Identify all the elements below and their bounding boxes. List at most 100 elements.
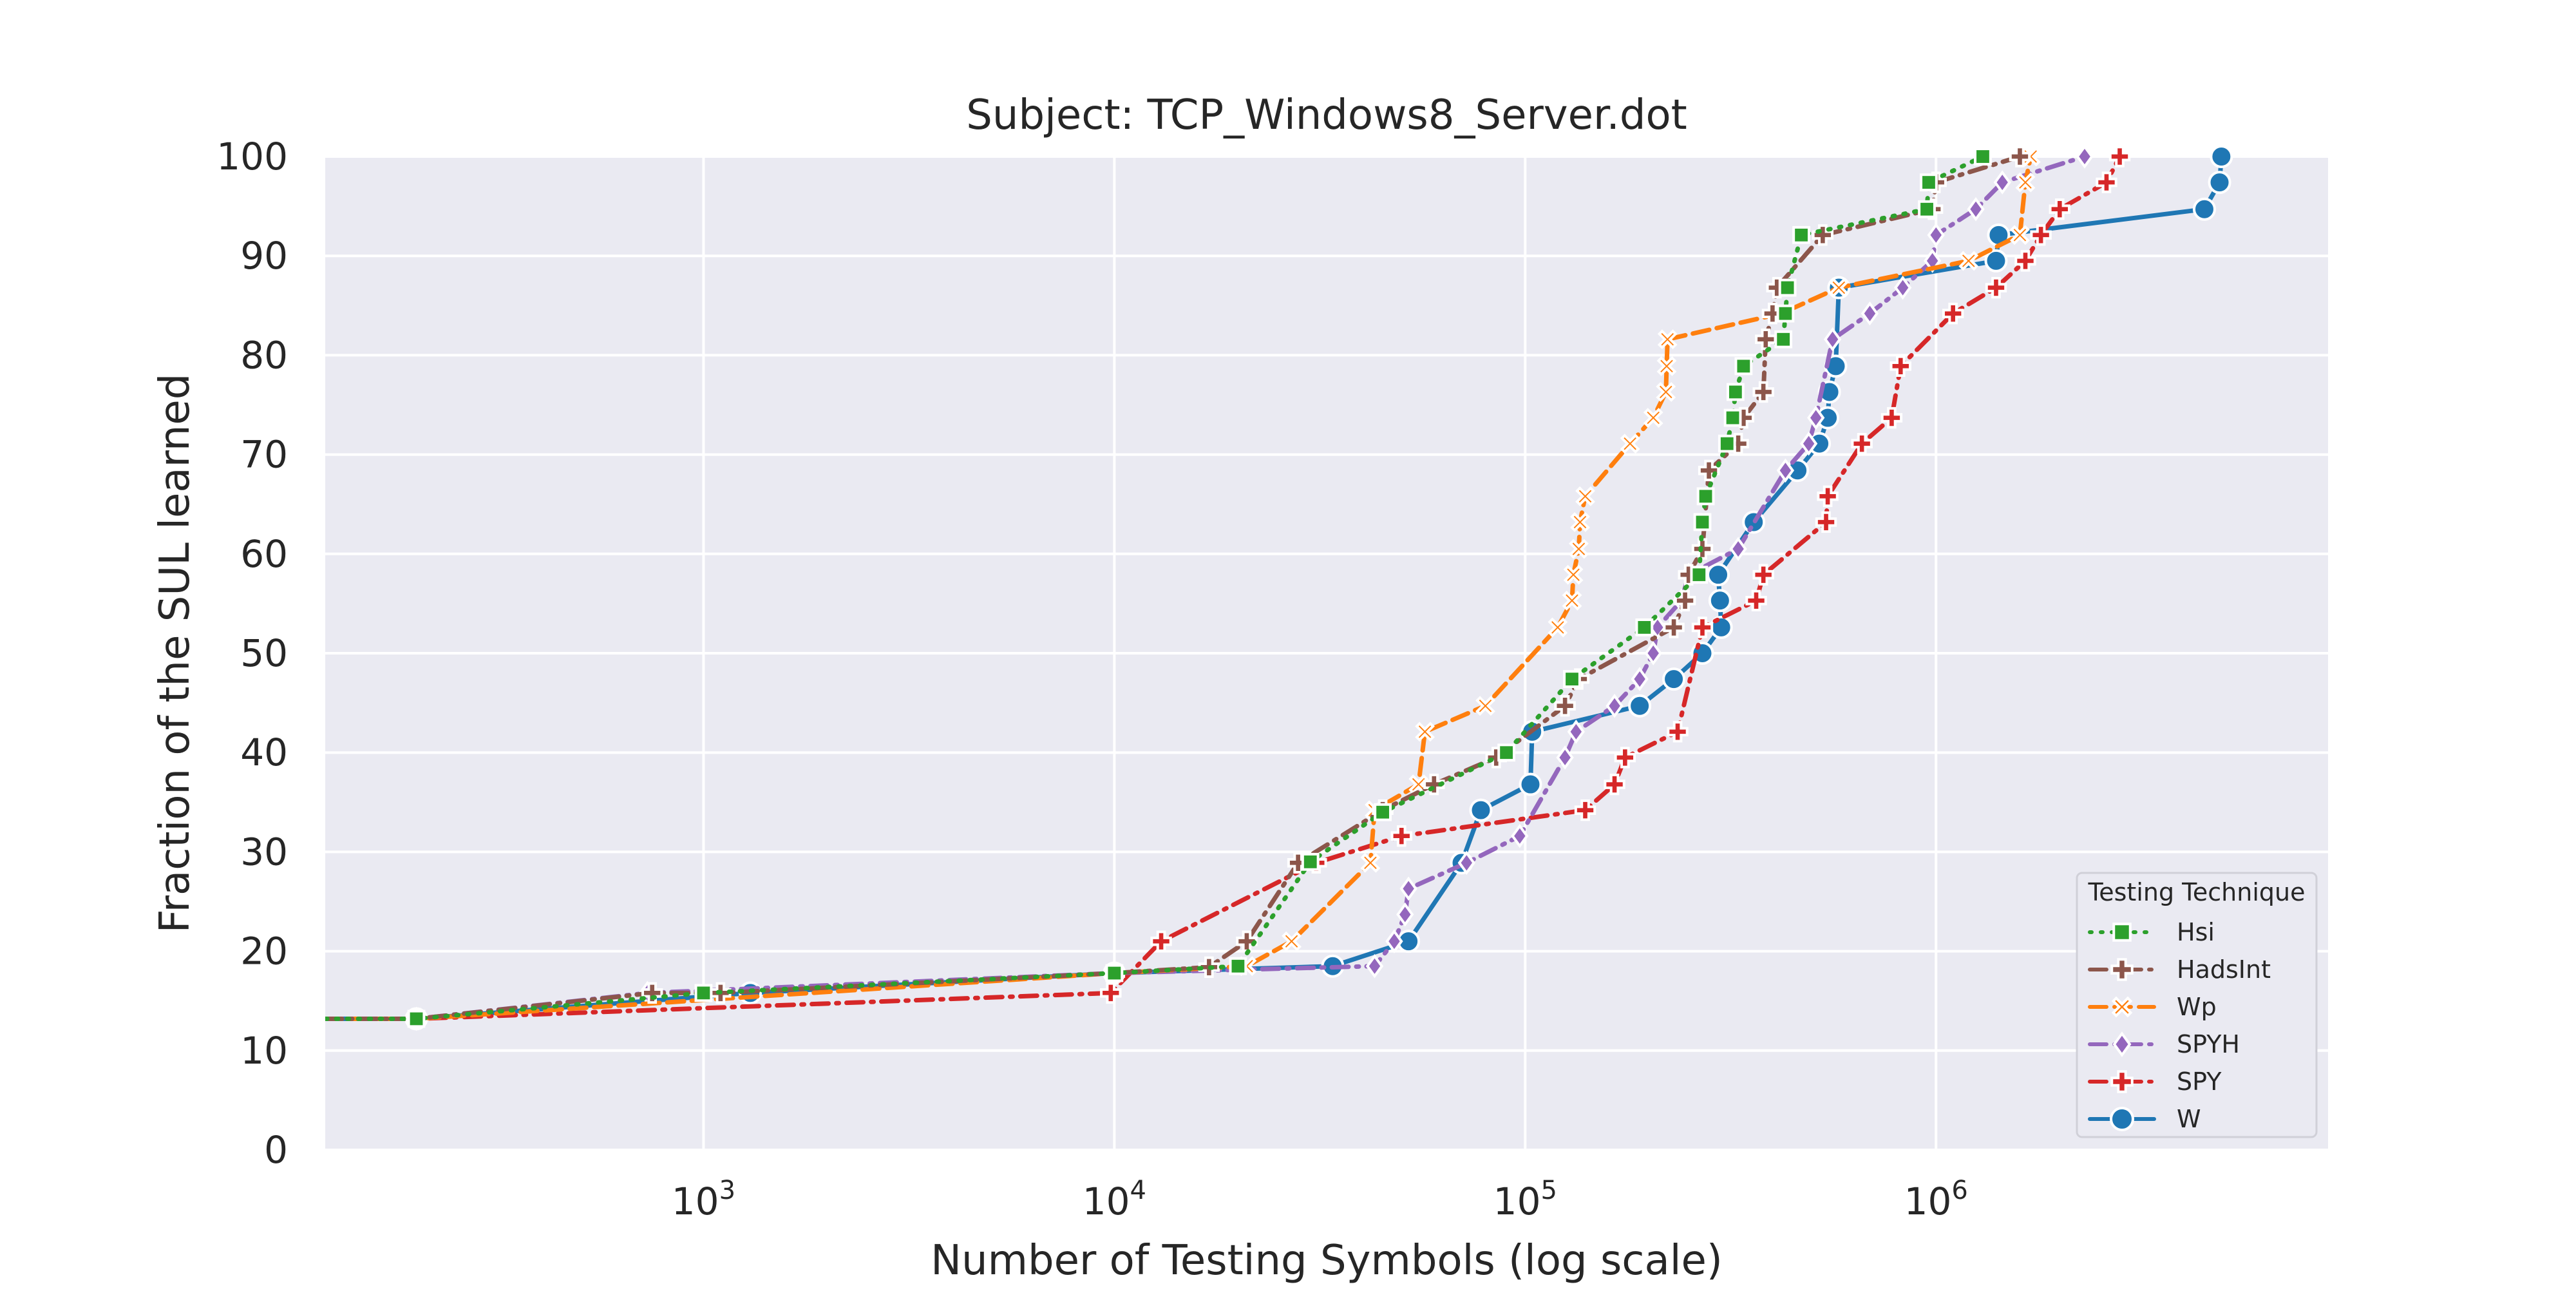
data-point [407, 1009, 426, 1028]
data-point [1415, 722, 1435, 742]
data-point [1497, 743, 1516, 762]
data-point [1469, 798, 1493, 822]
data-point [2030, 224, 2052, 246]
data-point [1667, 721, 1689, 743]
data-point [1656, 356, 1677, 376]
y-tick-label: 50 [240, 631, 288, 675]
data-point [1643, 408, 1663, 428]
legend-entry: SPYH [2088, 1030, 2240, 1058]
data-point [1575, 486, 1595, 506]
data-point [1984, 249, 2008, 273]
data-point [1985, 276, 2007, 299]
legend-marker [2110, 1107, 2134, 1131]
data-point [2108, 146, 2131, 167]
data-point [641, 982, 663, 1004]
data-point [1920, 173, 1938, 191]
data-point [1423, 773, 1445, 796]
y-axis-ticks: 0 10 20 30 40 50 60 70 80 90 100 [216, 135, 288, 1172]
legend-marker [2112, 1031, 2132, 1057]
data-point [2015, 172, 2036, 193]
data-point [1698, 459, 1720, 481]
data-point [1605, 693, 1624, 718]
data-point [1817, 485, 1839, 508]
data-point [1812, 224, 1834, 246]
data-point [1691, 617, 1714, 638]
data-point [1562, 590, 1582, 611]
legend-label: SPYH [2177, 1030, 2240, 1058]
data-point [1614, 747, 1636, 769]
data-point [1761, 302, 1784, 325]
series-line [325, 154, 2224, 1021]
data-point [1778, 278, 1797, 297]
data-point [1556, 745, 1574, 770]
data-point [1774, 330, 1793, 349]
data-point [1729, 537, 1747, 561]
legend-entry: HadsInt [2088, 955, 2271, 984]
data-point [1374, 803, 1392, 821]
data-point [1563, 670, 1581, 688]
data-point [1792, 225, 1810, 244]
data-point [2192, 197, 2216, 221]
data-point [1282, 931, 1302, 952]
legend: Testing Technique Hsi HadsInt Wp SPYH SPY W [2076, 872, 2318, 1138]
data-point [1574, 799, 1596, 821]
data-point [1851, 432, 1873, 455]
grid [325, 155, 2328, 1151]
data-point [1718, 434, 1736, 453]
data-point [1657, 329, 1678, 350]
data-point [1927, 223, 1945, 247]
data-point [1690, 566, 1709, 584]
series-hsi [325, 148, 1992, 1028]
data-point [1696, 487, 1715, 506]
data-point [2014, 250, 2036, 272]
legend-label: W [2177, 1105, 2201, 1133]
legend-entry: Hsi [2088, 918, 2215, 946]
data-point [2208, 171, 2231, 195]
data-point [1628, 694, 1652, 718]
x-tick-label: 103 [672, 1176, 735, 1223]
legend-label: Wp [2177, 993, 2217, 1021]
data-point [1776, 304, 1795, 323]
data-point [1723, 408, 1742, 427]
data-point [1399, 876, 1417, 901]
y-tick-label: 90 [240, 234, 288, 278]
data-point [1942, 302, 1964, 325]
data-point [1519, 772, 1542, 796]
data-point [1726, 383, 1745, 401]
data-point [1105, 964, 1124, 982]
legend-title: Testing Technique [2087, 878, 2305, 906]
legend-label: SPY [2177, 1067, 2222, 1096]
data-point [1644, 641, 1662, 665]
data-point [1893, 275, 1912, 300]
data-point [1150, 930, 1172, 952]
y-tick-label: 10 [240, 1029, 288, 1073]
data-point [1620, 434, 1640, 454]
data-point [1100, 982, 1122, 1004]
data-point [1776, 458, 1795, 483]
data-point [2049, 198, 2070, 220]
data-point [1662, 667, 1686, 691]
data-point [1752, 564, 1774, 586]
x-axis-ticks: 103 104 105 106 [672, 1176, 1968, 1223]
data-point [1631, 667, 1649, 691]
y-tick-label: 40 [240, 731, 288, 774]
data-point [1569, 539, 1589, 559]
data-point [1570, 512, 1590, 532]
data-point [1656, 382, 1676, 402]
data-point [1752, 381, 1774, 403]
legend-box [2076, 872, 2318, 1138]
data-point [1554, 695, 1576, 717]
legend-marker [2112, 923, 2132, 942]
y-axis-label: Fraction of the SUL learned [151, 374, 199, 933]
data-point [1745, 589, 1767, 611]
data-point [1799, 431, 1818, 456]
chart-title: Subject: TCP_Windows8_Server.dot [966, 91, 1687, 139]
data-point [2210, 145, 2233, 168]
y-tick-label: 20 [240, 930, 288, 973]
data-point [2009, 146, 2031, 167]
data-point [1993, 170, 2011, 195]
legend-entry: W [2088, 1105, 2201, 1133]
data-point [1457, 850, 1475, 875]
